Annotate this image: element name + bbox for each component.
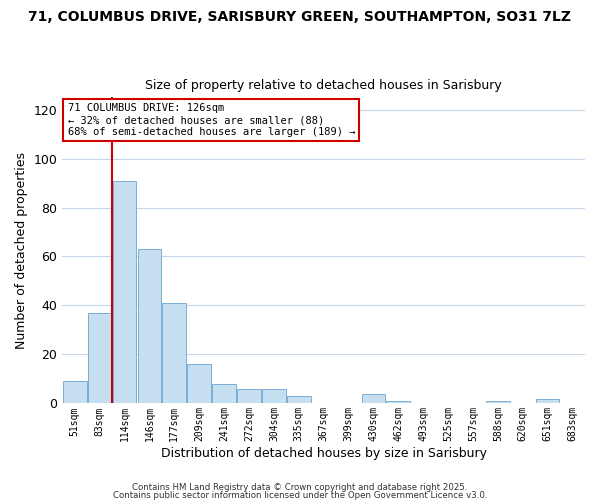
X-axis label: Distribution of detached houses by size in Sarisbury: Distribution of detached houses by size … xyxy=(161,447,487,460)
Bar xyxy=(386,401,410,404)
Text: Contains public sector information licensed under the Open Government Licence v3: Contains public sector information licen… xyxy=(113,490,487,500)
Bar xyxy=(163,303,186,404)
Bar xyxy=(187,364,211,404)
Bar xyxy=(212,384,236,404)
Text: Contains HM Land Registry data © Crown copyright and database right 2025.: Contains HM Land Registry data © Crown c… xyxy=(132,484,468,492)
Bar xyxy=(287,396,311,404)
Bar xyxy=(362,394,385,404)
Title: Size of property relative to detached houses in Sarisbury: Size of property relative to detached ho… xyxy=(145,79,502,92)
Bar xyxy=(486,401,510,404)
Bar xyxy=(88,313,112,404)
Bar xyxy=(536,398,559,404)
Bar xyxy=(262,388,286,404)
Bar xyxy=(63,382,86,404)
Y-axis label: Number of detached properties: Number of detached properties xyxy=(15,152,28,349)
Bar xyxy=(237,388,261,404)
Text: 71, COLUMBUS DRIVE, SARISBURY GREEN, SOUTHAMPTON, SO31 7LZ: 71, COLUMBUS DRIVE, SARISBURY GREEN, SOU… xyxy=(29,10,571,24)
Text: 71 COLUMBUS DRIVE: 126sqm
← 32% of detached houses are smaller (88)
68% of semi-: 71 COLUMBUS DRIVE: 126sqm ← 32% of detac… xyxy=(68,104,355,136)
Bar xyxy=(113,180,136,404)
Bar xyxy=(137,249,161,404)
